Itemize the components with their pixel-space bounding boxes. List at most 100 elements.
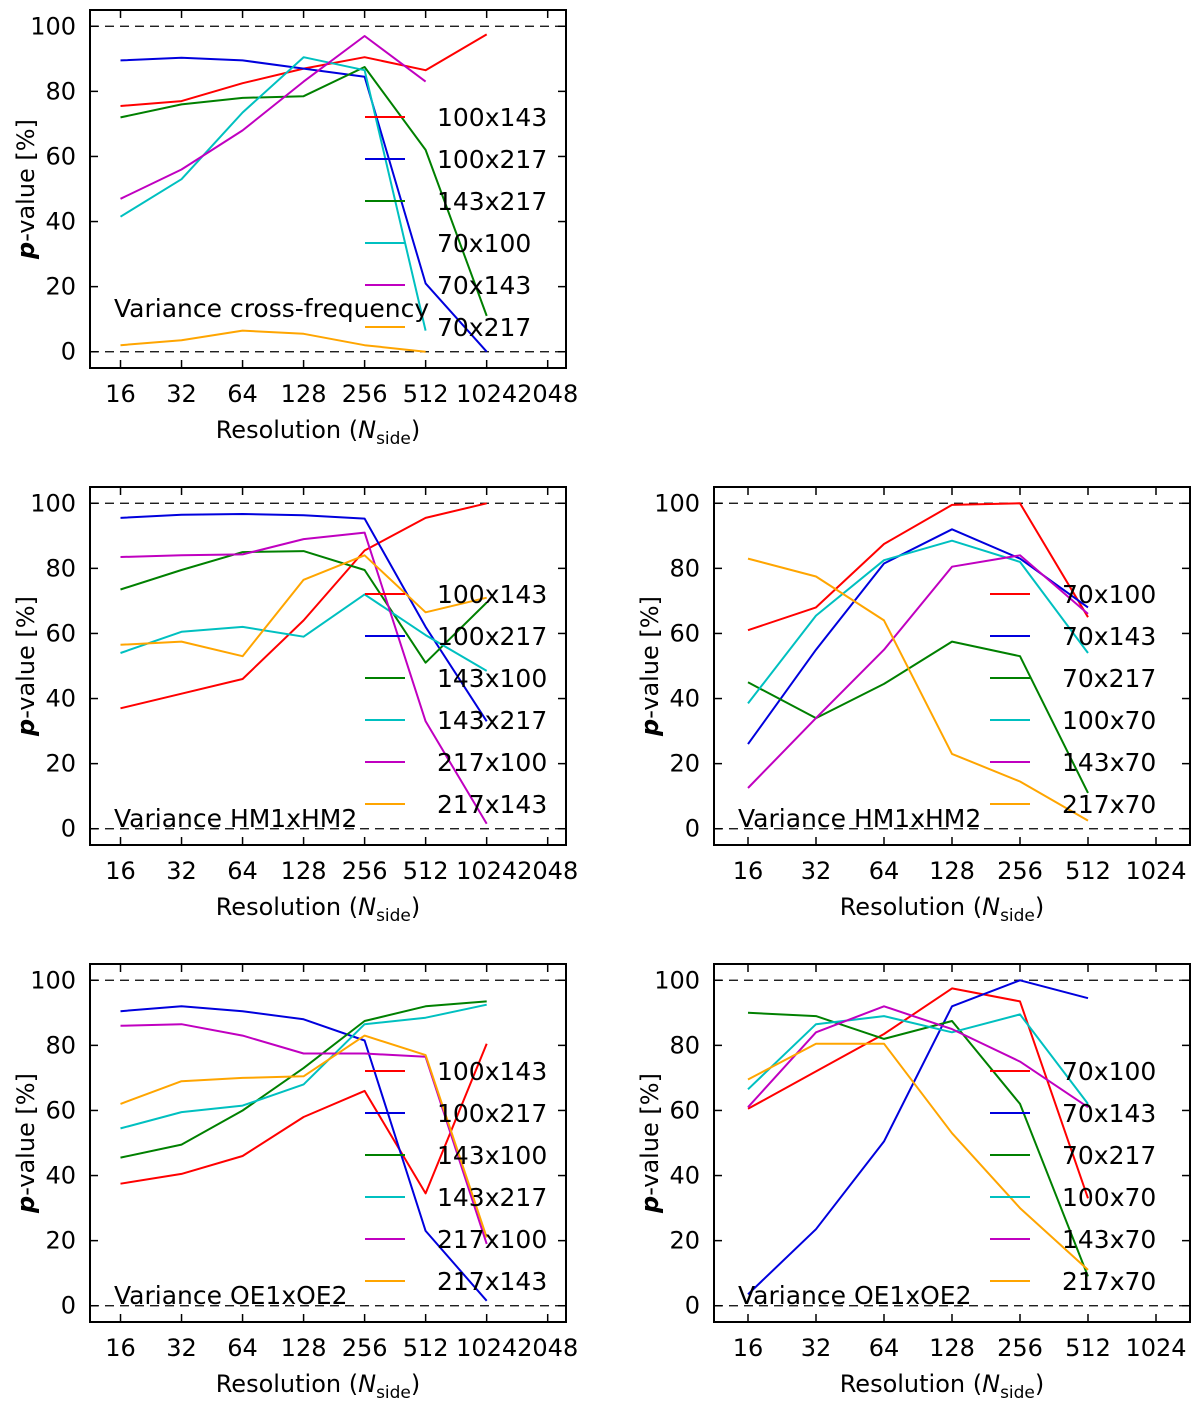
series-line-143x70 bbox=[747, 1005, 1089, 1109]
legend-label-217x70: 217x70 bbox=[1062, 1267, 1156, 1296]
legend-label-217x143: 217x143 bbox=[437, 1267, 547, 1296]
x-tick-label: 32 bbox=[166, 380, 197, 408]
series-line-100x143 bbox=[120, 1043, 488, 1195]
x-tick-label: 128 bbox=[929, 857, 975, 885]
y-tick-label: 60 bbox=[45, 1096, 76, 1124]
x-tick-label: 1024 bbox=[456, 1334, 517, 1362]
y-tick-label: 80 bbox=[669, 554, 700, 582]
x-tick-label: 1024 bbox=[456, 380, 517, 408]
y-tick-label: 0 bbox=[61, 1292, 76, 1320]
y-tick-label: 80 bbox=[45, 554, 76, 582]
y-tick-label: 100 bbox=[654, 966, 700, 994]
legend-label-143x217: 143x217 bbox=[437, 706, 547, 735]
x-tick-label: 256 bbox=[342, 380, 388, 408]
y-tick-label: 0 bbox=[685, 1292, 700, 1320]
plot-frame bbox=[89, 963, 567, 1323]
series-line-217x70 bbox=[747, 1042, 1089, 1271]
y-tick-label: 100 bbox=[654, 489, 700, 517]
legend: 100x143 100x217 143x100 143x217 217x100 217x1… bbox=[365, 580, 547, 819]
legend-label-70x100: 70x100 bbox=[1062, 1057, 1156, 1086]
x-tick-label: 256 bbox=[997, 1334, 1043, 1362]
x-tick-label: 16 bbox=[733, 1334, 764, 1362]
legend-label-100x143: 100x143 bbox=[437, 580, 547, 609]
series-line-100x217 bbox=[120, 1005, 488, 1302]
x-tick-label: 128 bbox=[281, 857, 327, 885]
legend-label-70x217: 70x217 bbox=[437, 313, 531, 342]
legend-label-217x143: 217x143 bbox=[437, 790, 547, 819]
y-tick-label: 0 bbox=[61, 338, 76, 366]
series-line-217x100 bbox=[120, 1023, 488, 1245]
legend-label-100x217: 100x217 bbox=[437, 622, 547, 651]
series-line-70x100 bbox=[747, 502, 1089, 632]
series-line-217x70 bbox=[747, 557, 1089, 822]
y-tick-label: 60 bbox=[45, 142, 76, 170]
legend-label-217x70: 217x70 bbox=[1062, 790, 1156, 819]
series-line-217x143 bbox=[120, 1034, 488, 1238]
x-tick-label: 512 bbox=[1065, 857, 1111, 885]
x-tick-label: 64 bbox=[869, 857, 900, 885]
y-tick-label: 20 bbox=[45, 750, 76, 778]
y-tick-label: 0 bbox=[61, 815, 76, 843]
y-tick-label: 80 bbox=[45, 1031, 76, 1059]
y-axis-label: p-value [%] bbox=[12, 596, 40, 737]
x-tick-label: 128 bbox=[929, 1334, 975, 1362]
legend-label-143x70: 143x70 bbox=[1062, 748, 1156, 777]
plot-frame bbox=[89, 486, 567, 846]
x-tick-label: 1024 bbox=[1125, 857, 1186, 885]
series-line-143x217 bbox=[120, 1003, 487, 1130]
x-tick-label: 64 bbox=[869, 1334, 900, 1362]
x-tick-label: 128 bbox=[281, 1334, 327, 1362]
x-tick-label: 1024 bbox=[1125, 1334, 1186, 1362]
plot-frame bbox=[713, 963, 1191, 1323]
x-tick-label: 2048 bbox=[517, 857, 578, 885]
x-tick-label: 512 bbox=[403, 1334, 449, 1362]
legend: 100x143 100x217 143x100 143x217 217x100 217x1… bbox=[365, 1057, 547, 1296]
y-tick-label: 20 bbox=[669, 750, 700, 778]
y-axis-label: p-value [%] bbox=[636, 596, 664, 737]
legend-label-143x217: 143x217 bbox=[437, 1183, 547, 1212]
y-tick-label: 100 bbox=[30, 12, 76, 40]
legend-label-100x217: 100x217 bbox=[437, 1099, 547, 1128]
x-tick-label: 256 bbox=[342, 857, 388, 885]
y-tick-label: 0 bbox=[685, 815, 700, 843]
legend-label-70x143: 70x143 bbox=[1062, 622, 1156, 651]
x-tick-label: 16 bbox=[105, 857, 136, 885]
y-axis-label: p-value [%] bbox=[12, 1073, 40, 1214]
x-tick-label: 512 bbox=[403, 857, 449, 885]
y-tick-label: 40 bbox=[669, 685, 700, 713]
legend: 100x143 100x217 143x217 70x100 70x143 70x217 bbox=[365, 103, 547, 342]
series-line-143x100 bbox=[120, 1000, 487, 1159]
panel-title: Variance HM1xHM2 bbox=[114, 804, 357, 833]
y-tick-label: 40 bbox=[45, 1162, 76, 1190]
series-line-70x100 bbox=[747, 987, 1089, 1199]
y-axis-label: p-value [%] bbox=[12, 119, 40, 260]
y-tick-label: 40 bbox=[45, 208, 76, 236]
x-tick-label: 32 bbox=[801, 857, 832, 885]
x-tick-label: 32 bbox=[801, 1334, 832, 1362]
x-tick-label: 64 bbox=[227, 857, 258, 885]
panel-title: Variance HM1xHM2 bbox=[738, 804, 981, 833]
legend-label-70x143: 70x143 bbox=[437, 271, 531, 300]
legend-label-100x70: 100x70 bbox=[1062, 1183, 1156, 1212]
y-tick-label: 100 bbox=[30, 489, 76, 517]
y-tick-label: 40 bbox=[45, 685, 76, 713]
legend-label-70x100: 70x100 bbox=[437, 229, 531, 258]
legend-label-217x100: 217x100 bbox=[437, 1225, 547, 1254]
chart-panel-0: 16 32 64 128 256 512 1024 2048 0 20 40 60 80 100 100x1… bbox=[12, 9, 578, 449]
legend-label-100x70: 100x70 bbox=[1062, 706, 1156, 735]
series-line-100x70 bbox=[747, 539, 1089, 705]
series-line-70x217 bbox=[120, 329, 426, 353]
y-tick-label: 100 bbox=[30, 966, 76, 994]
x-axis-label: Resolution (Nside) bbox=[216, 1370, 421, 1403]
chart-panel-2: 16 32 64 128 256 512 102402040608010070x10070x… bbox=[636, 486, 1191, 926]
series-line-70x217 bbox=[747, 1011, 1089, 1277]
x-tick-label: 32 bbox=[166, 1334, 197, 1362]
y-tick-label: 60 bbox=[45, 619, 76, 647]
legend-label-143x100: 143x100 bbox=[437, 1141, 547, 1170]
x-tick-label: 2048 bbox=[517, 380, 578, 408]
x-tick-label: 64 bbox=[227, 1334, 258, 1362]
x-tick-label: 16 bbox=[733, 857, 764, 885]
y-tick-label: 60 bbox=[669, 619, 700, 647]
x-tick-label: 16 bbox=[105, 380, 136, 408]
x-tick-label: 16 bbox=[105, 1334, 136, 1362]
